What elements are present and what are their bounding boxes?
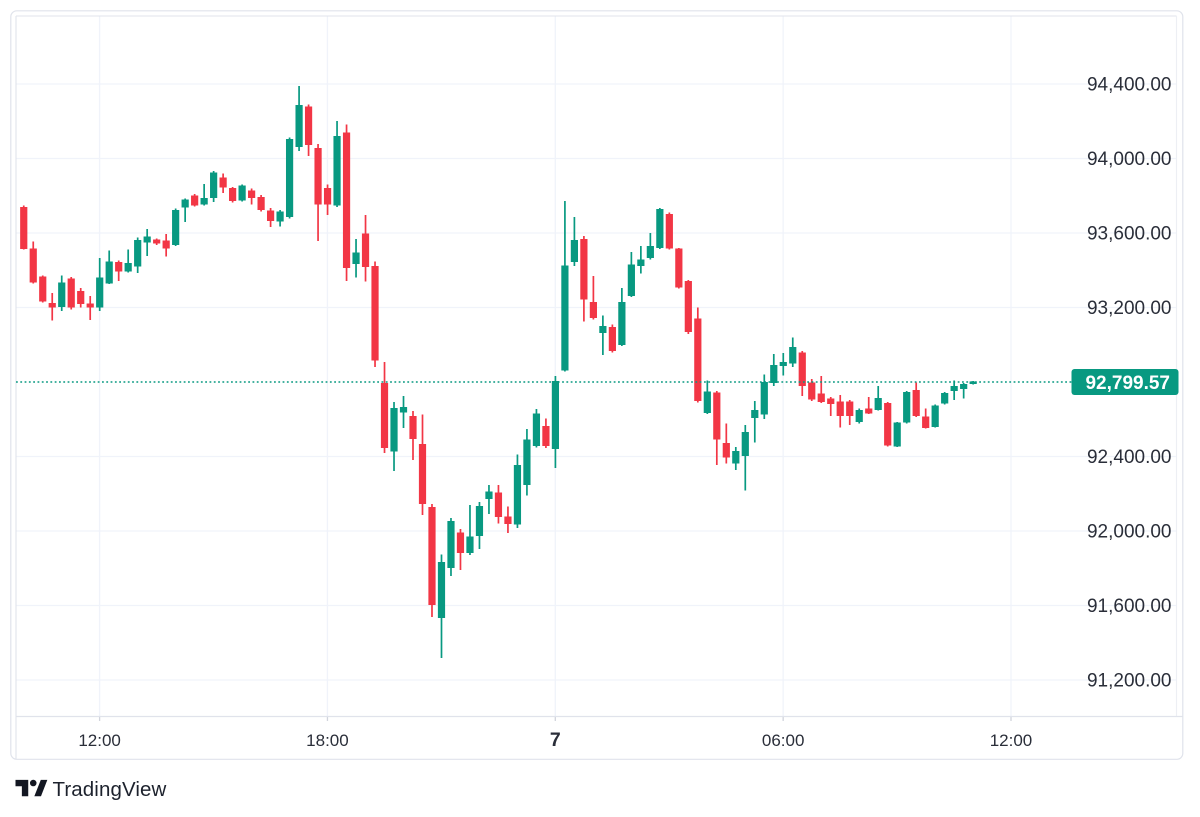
svg-text:93,200.00: 93,200.00 [1087, 298, 1172, 319]
svg-text:18:00: 18:00 [306, 731, 349, 750]
svg-text:TradingView: TradingView [53, 778, 167, 801]
svg-text:94,000.00: 94,000.00 [1087, 149, 1172, 170]
svg-text:7: 7 [550, 729, 561, 751]
svg-text:92,799.57: 92,799.57 [1085, 373, 1170, 394]
svg-text:06:00: 06:00 [762, 731, 805, 750]
svg-text:12:00: 12:00 [990, 731, 1033, 750]
svg-text:12:00: 12:00 [78, 731, 121, 750]
svg-text:93,600.00: 93,600.00 [1087, 224, 1172, 245]
svg-text:91,200.00: 91,200.00 [1087, 671, 1172, 692]
svg-text:92,400.00: 92,400.00 [1087, 447, 1172, 468]
svg-text:91,600.00: 91,600.00 [1087, 596, 1172, 617]
svg-text:92,000.00: 92,000.00 [1087, 522, 1172, 543]
svg-text:94,400.00: 94,400.00 [1087, 75, 1172, 96]
